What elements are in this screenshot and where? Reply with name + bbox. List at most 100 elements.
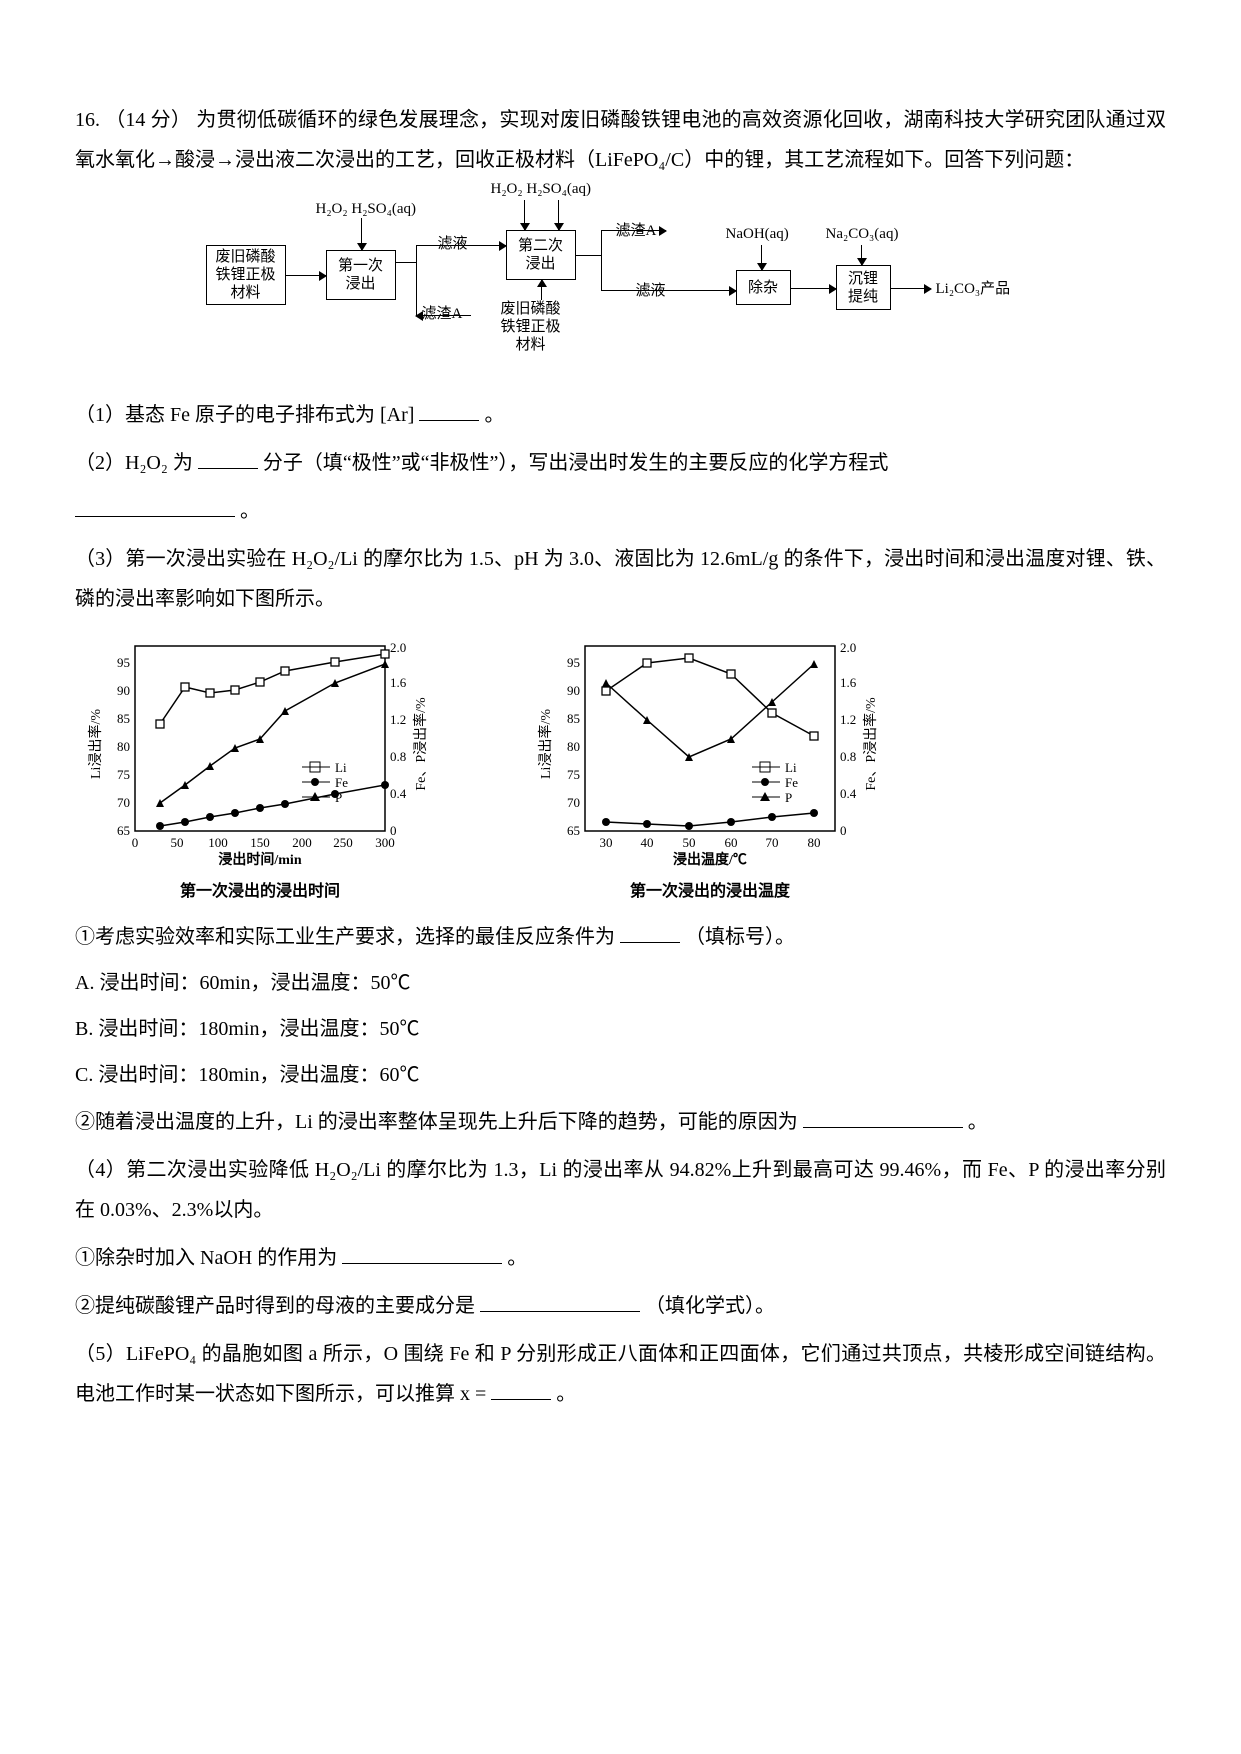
chart2-block: 657075 80859095 00.40.8 1.21.62.0 304050… bbox=[525, 634, 895, 908]
q4-2-b: （填化学式）。 bbox=[645, 1295, 775, 1317]
svg-text:95: 95 bbox=[567, 655, 580, 670]
chart1-caption: 第一次浸出的浸出时间 bbox=[75, 876, 445, 908]
svg-text:80: 80 bbox=[808, 835, 821, 850]
arrow-naoh-down bbox=[761, 245, 762, 270]
svg-text:95: 95 bbox=[117, 655, 130, 670]
question-intro: 16. （14 分） 为贯彻低碳循环的绿色发展理念，实现对废旧磷酸铁锂电池的高效… bbox=[75, 100, 1166, 180]
q5-a: （5）LiFePO₄ 的晶胞如图 a 所示，O 围绕 Fe 和 P 分别形成正八… bbox=[75, 1343, 1166, 1405]
chart1-svg: 657075 80859095 00.40.8 1.21.62.0 050100… bbox=[80, 634, 440, 874]
chart2-xlabel: 浸出温度/℃ bbox=[673, 851, 747, 868]
svg-text:P: P bbox=[335, 790, 342, 805]
q3-1: ①考虑实验效率和实际工业生产要求，选择的最佳反应条件为 （填标号）。 bbox=[75, 918, 1166, 956]
reagent-1: H₂O₂ H₂SO₄(aq) bbox=[316, 200, 417, 218]
q3-1-intro: ①考虑实验效率和实际工业生产要求，选择的最佳反应条件为 bbox=[75, 926, 615, 948]
precip-box: 沉锂 提纯 bbox=[836, 265, 891, 310]
svg-text:90: 90 bbox=[117, 683, 130, 698]
q1-text: （1）基态 Fe 原子的电子排布式为 [Ar] bbox=[75, 404, 414, 426]
q3-1-end: （填标号）。 bbox=[685, 926, 795, 948]
option-a: A. 浸出时间：60min，浸出温度：50℃ bbox=[75, 964, 1166, 1002]
svg-text:80: 80 bbox=[567, 739, 580, 754]
svg-text:Li: Li bbox=[335, 760, 347, 775]
option-c: C. 浸出时间：180min，浸出温度：60℃ bbox=[75, 1056, 1166, 1094]
chart1-ylabel-left: Li浸出率/% bbox=[87, 709, 104, 779]
chart1-xlabel: 浸出时间/min bbox=[218, 851, 301, 868]
svg-text:75: 75 bbox=[117, 767, 130, 782]
leach2-box: 第二次 浸出 bbox=[506, 230, 576, 280]
svg-text:2.0: 2.0 bbox=[840, 640, 856, 655]
svg-text:Li: Li bbox=[785, 760, 797, 775]
svg-text:65: 65 bbox=[117, 823, 130, 838]
chart2-ylabel-right: Fe、P浸出率/% bbox=[862, 697, 879, 791]
q5-blank bbox=[491, 1380, 551, 1400]
svg-text:Fe: Fe bbox=[335, 775, 348, 790]
arrow-residueA-out bbox=[601, 230, 666, 231]
svg-text:40: 40 bbox=[641, 835, 654, 850]
chart2-ylabel-left: Li浸出率/% bbox=[537, 709, 554, 779]
svg-text:90: 90 bbox=[567, 683, 580, 698]
raw-material-text: 废旧磷酸 铁锂正极 材料 bbox=[215, 248, 275, 302]
precip-text: 沉锂 提纯 bbox=[848, 270, 878, 306]
arrow-reagent1-down bbox=[361, 218, 362, 250]
arrow-purify-precip bbox=[791, 288, 836, 289]
svg-text:70: 70 bbox=[117, 795, 130, 810]
svg-text:0: 0 bbox=[840, 823, 847, 838]
svg-text:P: P bbox=[785, 790, 792, 805]
q4-1-blank bbox=[342, 1244, 502, 1264]
q1-end: 。 bbox=[484, 404, 504, 426]
svg-text:250: 250 bbox=[333, 835, 353, 850]
charts-row: 657075 80859095 00.40.8 1.21.62.0 050100… bbox=[75, 634, 1166, 908]
svg-text:80: 80 bbox=[117, 739, 130, 754]
svg-text:0.4: 0.4 bbox=[840, 786, 857, 801]
svg-text:150: 150 bbox=[250, 835, 270, 850]
svg-text:1.2: 1.2 bbox=[390, 712, 406, 727]
q1-blank bbox=[419, 401, 479, 421]
svg-text:1.6: 1.6 bbox=[390, 675, 407, 690]
chart1-ylabel-right: Fe、P浸出率/% bbox=[412, 697, 429, 791]
svg-text:50: 50 bbox=[683, 835, 696, 850]
svg-text:60: 60 bbox=[725, 835, 738, 850]
naoh-label: NaOH(aq) bbox=[726, 225, 789, 243]
q4-1-a: ①除杂时加入 NaOH 的作用为 bbox=[75, 1247, 337, 1269]
leach1-box: 第一次 浸出 bbox=[326, 250, 396, 300]
svg-text:200: 200 bbox=[292, 835, 312, 850]
leach2-text: 第二次 浸出 bbox=[518, 237, 563, 273]
filtrate-1: 滤液 bbox=[438, 235, 468, 253]
reagent-2: H₂O₂ H₂SO₄(aq) bbox=[491, 180, 592, 198]
chart2-svg: 657075 80859095 00.40.8 1.21.62.0 304050… bbox=[530, 634, 890, 874]
chart2-caption: 第一次浸出的浸出温度 bbox=[525, 876, 895, 908]
question-number: 16. （14 分） bbox=[75, 109, 191, 131]
line-split2 bbox=[601, 230, 602, 290]
q4-2: ②提纯碳酸锂产品时得到的母液的主要成分是 （填化学式）。 bbox=[75, 1286, 1166, 1326]
q2-b: 分子（填“极性”或“非极性”），写出浸出时发生的主要反应的化学方程式 bbox=[263, 452, 889, 474]
svg-text:1.2: 1.2 bbox=[840, 712, 856, 727]
svg-text:0.8: 0.8 bbox=[390, 749, 406, 764]
line-leach2-out bbox=[576, 255, 601, 256]
recycle-material: 废旧磷酸 铁锂正极 材料 bbox=[501, 300, 561, 354]
q2: （2）H₂O₂ 为 分子（填“极性”或“非极性”），写出浸出时发生的主要反应的化… bbox=[75, 443, 1166, 483]
q4-intro: （4）第二次浸出实验降低 H₂O₂/Li 的摩尔比为 1.3，Li 的浸出率从 … bbox=[75, 1150, 1166, 1230]
arrow-filtrate-leach2 bbox=[416, 245, 506, 246]
q3-2: ②随着浸出温度的上升，Li 的浸出率整体呈现先上升后下降的趋势，可能的原因为 。 bbox=[75, 1102, 1166, 1142]
question-intro-text: 为贯彻低碳循环的绿色发展理念，实现对废旧磷酸铁锂电池的高效资源化回收，湖南科技大… bbox=[75, 109, 1166, 171]
q3-1-blank bbox=[620, 923, 680, 943]
svg-text:85: 85 bbox=[117, 711, 130, 726]
arrow-recycle-up bbox=[541, 280, 542, 300]
raw-material-box: 废旧磷酸 铁锂正极 材料 bbox=[206, 245, 286, 305]
svg-text:2.0: 2.0 bbox=[390, 640, 406, 655]
residue-a-1: 滤渣A bbox=[422, 305, 463, 323]
svg-text:0.4: 0.4 bbox=[390, 786, 407, 801]
arrow-reagent2-down-b bbox=[558, 200, 559, 230]
line-leach1-out bbox=[396, 262, 416, 263]
process-flow-diagram: H₂O₂ H₂SO₄(aq) H₂O₂ H₂SO₄(aq) NaOH(aq) N… bbox=[206, 200, 1036, 370]
na2co3-label: Na₂CO₃(aq) bbox=[826, 225, 899, 243]
arrow-reagent2-down-a bbox=[524, 200, 525, 230]
arrow-filtrate-out bbox=[601, 290, 736, 291]
line-split1 bbox=[416, 245, 417, 315]
q4-2-a: ②提纯碳酸锂产品时得到的母液的主要成分是 bbox=[75, 1295, 475, 1317]
svg-text:30: 30 bbox=[600, 835, 613, 850]
svg-text:0: 0 bbox=[132, 835, 139, 850]
q1: （1）基态 Fe 原子的电子排布式为 [Ar] 。 bbox=[75, 395, 1166, 435]
svg-text:1.6: 1.6 bbox=[840, 675, 857, 690]
arrow-raw-leach1 bbox=[286, 275, 326, 276]
q3-2-a: ②随着浸出温度的上升，Li 的浸出率整体呈现先上升后下降的趋势，可能的原因为 bbox=[75, 1111, 798, 1133]
